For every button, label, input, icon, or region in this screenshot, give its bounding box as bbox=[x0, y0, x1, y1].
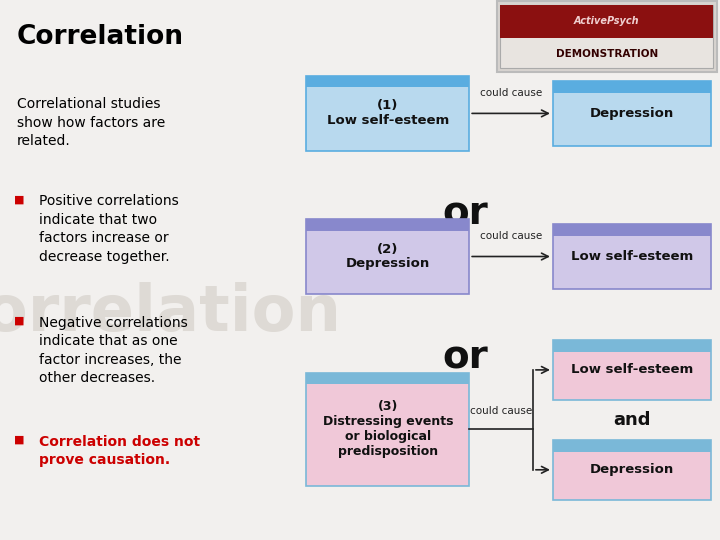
Text: Positive correlations
indicate that two
factors increase or
decrease together.: Positive correlations indicate that two … bbox=[39, 194, 179, 264]
Text: (2)
Depression: (2) Depression bbox=[346, 242, 430, 271]
FancyBboxPatch shape bbox=[553, 340, 711, 400]
FancyBboxPatch shape bbox=[307, 219, 469, 294]
FancyBboxPatch shape bbox=[497, 1, 717, 72]
FancyBboxPatch shape bbox=[553, 440, 711, 452]
Text: or: or bbox=[442, 194, 487, 232]
Text: Correlational studies
show how factors are
related.: Correlational studies show how factors a… bbox=[17, 97, 165, 148]
FancyBboxPatch shape bbox=[553, 224, 711, 289]
Text: or: or bbox=[442, 339, 487, 376]
Text: (1)
Low self-esteem: (1) Low self-esteem bbox=[327, 99, 449, 127]
Text: Negative correlations
indicate that as one
factor increases, the
other decreases: Negative correlations indicate that as o… bbox=[39, 316, 188, 385]
FancyBboxPatch shape bbox=[307, 219, 469, 231]
Text: ■: ■ bbox=[14, 435, 24, 445]
Text: Correlation: Correlation bbox=[0, 282, 342, 344]
Text: Correlation: Correlation bbox=[17, 24, 184, 50]
FancyBboxPatch shape bbox=[500, 5, 714, 68]
Text: Low self-esteem: Low self-esteem bbox=[571, 250, 693, 263]
FancyBboxPatch shape bbox=[307, 373, 469, 486]
Text: Low self-esteem: Low self-esteem bbox=[571, 363, 693, 376]
FancyBboxPatch shape bbox=[553, 224, 711, 236]
Text: Depression: Depression bbox=[590, 463, 674, 476]
FancyBboxPatch shape bbox=[307, 76, 469, 87]
Text: (3)
Distressing events
or biological
predisposition: (3) Distressing events or biological pre… bbox=[323, 400, 453, 458]
FancyBboxPatch shape bbox=[500, 5, 714, 38]
Text: Depression: Depression bbox=[590, 107, 674, 120]
FancyBboxPatch shape bbox=[553, 340, 711, 352]
Text: and: and bbox=[613, 411, 651, 429]
FancyBboxPatch shape bbox=[553, 440, 711, 500]
Text: ■: ■ bbox=[14, 194, 24, 205]
Text: could cause: could cause bbox=[480, 231, 542, 241]
FancyBboxPatch shape bbox=[307, 76, 469, 151]
FancyBboxPatch shape bbox=[307, 373, 469, 384]
Text: DEMONSTRATION: DEMONSTRATION bbox=[556, 49, 658, 59]
Text: ■: ■ bbox=[14, 316, 24, 326]
FancyBboxPatch shape bbox=[553, 81, 711, 93]
Text: could cause: could cause bbox=[480, 88, 542, 98]
Text: ActivePsych: ActivePsych bbox=[574, 16, 639, 26]
FancyBboxPatch shape bbox=[553, 81, 711, 146]
Text: Correlation does not
prove causation.: Correlation does not prove causation. bbox=[39, 435, 200, 467]
Text: could cause: could cause bbox=[470, 406, 532, 416]
